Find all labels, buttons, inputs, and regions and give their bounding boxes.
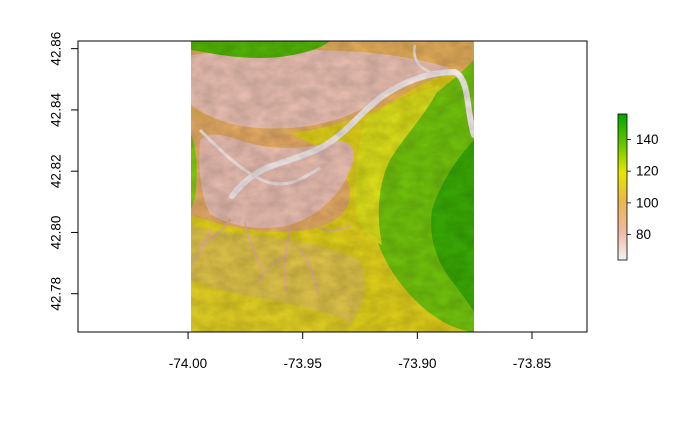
- x-axis: -74.00 -73.95 -73.90 -73.85: [169, 332, 551, 371]
- y-tick-label: 42.86: [49, 32, 64, 66]
- y-tick-label: 42.82: [49, 154, 64, 188]
- raster-texture: [191, 41, 474, 332]
- y-axis: 42.78 42.80 42.82 42.84 42.86: [49, 32, 78, 311]
- elevation-raster: [191, 41, 474, 332]
- legend-tick-label: 100: [636, 195, 659, 210]
- y-tick-label: 42.78: [49, 277, 64, 311]
- legend-colorbar: [617, 113, 628, 261]
- legend-ticks: 80 100 120 140: [627, 132, 659, 242]
- legend: 80 100 120 140: [617, 113, 659, 261]
- x-tick-label: -74.00: [169, 356, 207, 371]
- legend-tick-label: 80: [636, 227, 651, 242]
- legend-tick-label: 120: [636, 164, 659, 179]
- x-tick-label: -73.90: [398, 356, 436, 371]
- plot-frame: [77, 40, 588, 333]
- legend-tick-label: 140: [636, 132, 659, 147]
- x-tick-label: -73.95: [284, 356, 322, 371]
- x-tick-label: -73.85: [513, 356, 551, 371]
- y-tick-label: 42.84: [49, 93, 64, 127]
- y-tick-label: 42.80: [49, 216, 64, 250]
